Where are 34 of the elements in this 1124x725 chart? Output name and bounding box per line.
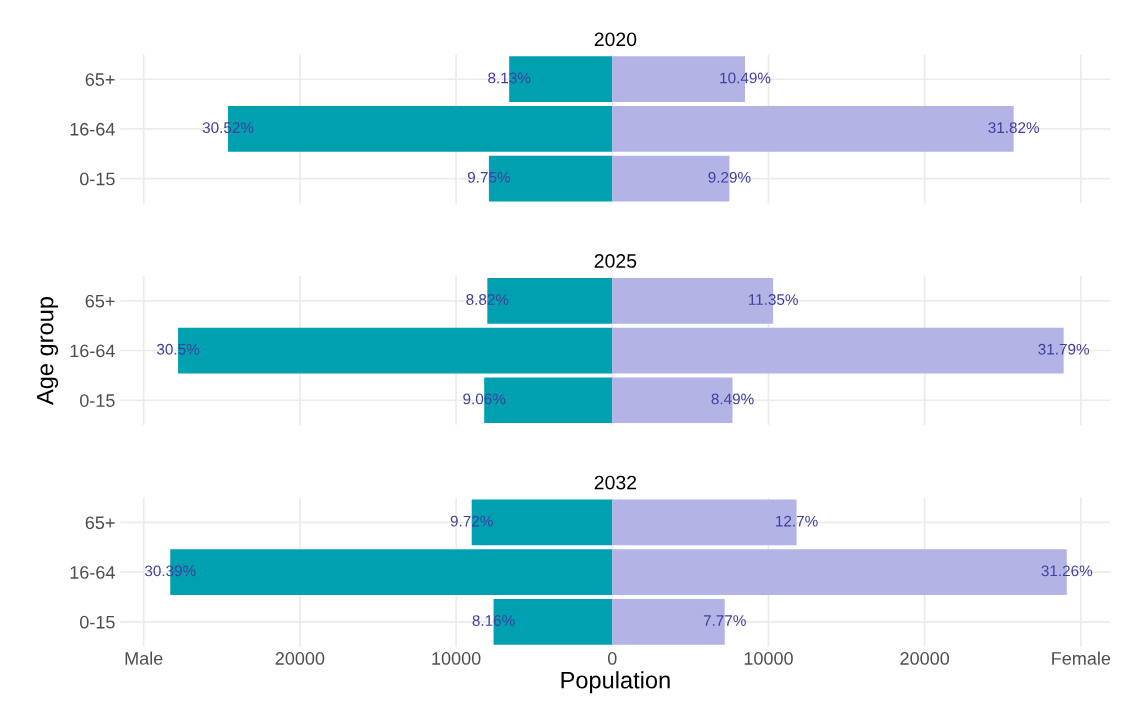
annotation: 12.7% [776, 515, 818, 527]
chart-title: 2025 [594, 254, 637, 268]
annotation: 10.49% [720, 72, 771, 84]
chart-title: 2032 [594, 475, 637, 490]
annotation: 30.5% [156, 343, 200, 355]
y-tick-label: 65+ [85, 294, 115, 308]
annotation: 31.26% [1041, 565, 1093, 577]
x-tick-label: 10000 [432, 652, 481, 665]
y-tick-label: 0-15 [79, 394, 115, 407]
x-tick-label: 20000 [900, 652, 950, 665]
annotation: 8.82% [466, 294, 509, 305]
annotation: 9.29% [708, 171, 751, 183]
annotation: 8.49% [711, 393, 754, 405]
annotation: 8.16% [472, 615, 515, 626]
annotation: 31.82% [988, 122, 1040, 134]
y-axis-title: Age group [36, 297, 59, 405]
x-tick-label: 0 [607, 652, 617, 665]
x-axis-title: Population [561, 671, 670, 694]
y-tick-label: 16-64 [70, 344, 115, 358]
annotation: 7.77% [703, 615, 746, 626]
annotation: 11.35% [748, 294, 798, 305]
x-tick-label: 10000 [744, 652, 793, 665]
y-tick-label: 0-15 [79, 172, 115, 186]
x-tick-label: Female [1052, 651, 1111, 665]
annotation: 31.79% [1038, 343, 1090, 355]
y-tick-label: 65+ [85, 516, 115, 530]
x-tick-label: Male [125, 651, 163, 665]
annotation: 9.75% [467, 171, 510, 183]
x-tick-label: 20000 [275, 652, 325, 665]
y-tick-label: 65+ [85, 73, 115, 86]
y-tick-label: 0-15 [79, 615, 115, 629]
y-tick-label: 16-64 [70, 122, 115, 136]
chart-title: 2020 [594, 32, 637, 47]
y-tick-label: 16-64 [70, 566, 115, 579]
